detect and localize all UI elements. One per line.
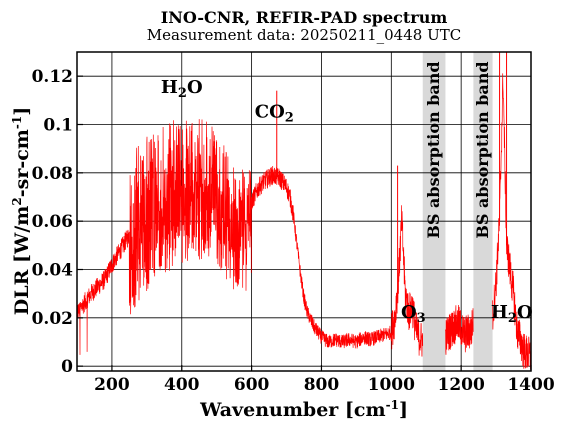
chart-subtitle: Measurement data: 20250211_0448 UTC [147,26,461,44]
y-tick-label-4: 0.08 [32,164,73,184]
x-label-sup: -1 [386,398,399,412]
annotation-3-part-0: O [401,302,417,323]
y-tick-label-5: 0.1 [43,116,73,136]
y-tick-label-3: 0.06 [32,212,73,232]
x-tick-label-1: 400 [164,375,200,395]
annotation-4-part-1: 2 [508,311,517,326]
plot-frame [76,51,532,372]
y-tick-label-0: 0 [61,357,73,377]
y-label-part-0: DLR [W/m [11,206,33,316]
y-label-part-2: -sr-cm [11,129,33,197]
annotation-3: O3 [401,302,426,326]
spectrum-line-segment-2 [445,304,474,355]
y-tick-label-1: 0.02 [32,309,73,329]
spectrum-line-segment-3 [492,73,532,370]
y-label-part-3: -1 [10,116,24,129]
chart-title: INO-CNR, REFIR-PAD spectrum [161,8,448,27]
absorption-band-1 [422,52,446,371]
annotation-1-part-2: O [187,77,203,98]
y-label-part-4: ] [11,107,33,116]
annotation-4: H2O [491,302,533,326]
axis-ticks: 200 400 600 800 1000 1200 1400 0 0.02 0.04 0.06 0.0… [32,67,555,395]
y-axis-label: DLR [W/m2-sr-cm-1] [10,107,33,315]
annotation-2-part-1: 2 [285,110,294,125]
annotation-2: CO2 [255,101,294,125]
annotation-3-part-1: 3 [417,311,426,326]
annotation-2-part-0: CO [255,101,285,122]
x-tick-label-4: 1000 [368,375,415,395]
x-tick-label-0: 200 [94,375,130,395]
x-label-end: ] [399,399,408,421]
band-label-1: BS absorption band [424,61,443,238]
annotation-4-part-2: O [517,302,533,323]
y-tick-label-2: 0.04 [32,261,74,281]
spectrum-series [76,52,532,370]
x-axis-label: Wavenumber [cm-1] [199,398,408,421]
y-label-part-1: 2 [10,197,24,205]
annotation-1-part-1: 2 [178,86,187,101]
annotation-4-part-0: H [491,302,508,323]
spectrum-line-segment-1 [76,119,424,357]
x-tick-label-3: 800 [304,375,340,395]
annotation-1-part-0: H [161,77,178,98]
x-label-text: Wavenumber [cm [199,399,386,421]
absorption-bands: BS absorption band BS absorption band [422,52,493,371]
x-tick-label-5: 1200 [437,375,484,395]
y-tick-label-6: 0.12 [32,67,73,87]
x-tick-label-2: 600 [234,375,270,395]
x-tick-label-6: 1400 [507,375,554,395]
annotation-1: H2O [161,77,203,101]
grid-lines [77,52,531,371]
band-label-2: BS absorption band [473,61,492,238]
absorption-band-2 [473,52,493,371]
